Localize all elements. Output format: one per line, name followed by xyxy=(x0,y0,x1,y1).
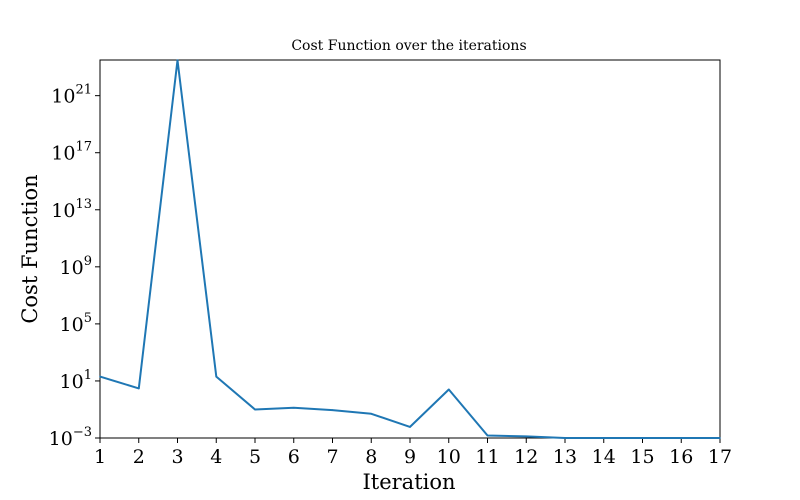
y-tick-label: 1017 xyxy=(51,140,92,165)
x-axis-label: Iteration xyxy=(362,470,455,494)
data-point xyxy=(641,437,644,439)
x-axis-ticks: 1 2 3 4 5 6 7 8 9 10 11 12 13 14 15 16 17 xyxy=(94,438,732,468)
x-tick-label: 15 xyxy=(630,446,654,468)
data-point xyxy=(564,437,566,439)
data-point xyxy=(680,437,683,439)
x-tick-label: 14 xyxy=(592,446,616,468)
x-tick-label: 6 xyxy=(288,446,300,468)
x-tick-label: 17 xyxy=(708,446,732,468)
x-tick-label: 8 xyxy=(365,446,377,468)
plot-frame xyxy=(99,59,721,439)
x-tick-label: 7 xyxy=(326,446,338,468)
y-tick-label: 10−3 xyxy=(49,425,92,450)
y-tick-label: 105 xyxy=(60,311,92,336)
cost-function-series-line xyxy=(99,59,720,439)
y-axis-ticks: 10−3 101 105 109 1013 1017 1021 xyxy=(49,83,100,450)
data-point xyxy=(138,387,140,390)
data-point xyxy=(603,437,605,439)
x-tick-label: 3 xyxy=(171,446,183,468)
x-tick-label: 4 xyxy=(210,446,222,468)
y-tick-label: 1013 xyxy=(51,197,92,222)
x-tick-label: 16 xyxy=(669,446,693,468)
data-point xyxy=(409,426,411,428)
data-point xyxy=(293,407,295,409)
data-point xyxy=(215,375,218,378)
x-tick-label: 9 xyxy=(404,446,416,468)
chart-title: Cost Function over the iterations xyxy=(291,38,526,54)
data-point xyxy=(370,413,373,415)
x-tick-label: 12 xyxy=(514,446,538,468)
x-tick-label: 2 xyxy=(133,446,145,468)
y-tick-label: 1021 xyxy=(51,83,92,108)
x-tick-label: 5 xyxy=(249,446,261,468)
series-points xyxy=(99,59,721,439)
x-tick-label: 10 xyxy=(437,446,461,468)
y-tick-label: 101 xyxy=(60,368,92,393)
x-tick-label: 1 xyxy=(94,446,106,468)
data-point xyxy=(719,437,721,439)
data-point xyxy=(254,408,256,411)
y-axis-label: Cost Function xyxy=(18,174,42,323)
data-point xyxy=(448,388,450,391)
data-point xyxy=(486,434,489,437)
x-tick-label: 11 xyxy=(475,446,499,468)
y-tick-label: 109 xyxy=(60,254,92,279)
data-point xyxy=(99,375,101,378)
data-point xyxy=(331,409,334,411)
x-tick-label: 13 xyxy=(553,446,577,468)
data-point xyxy=(176,59,179,62)
data-point xyxy=(525,435,528,438)
